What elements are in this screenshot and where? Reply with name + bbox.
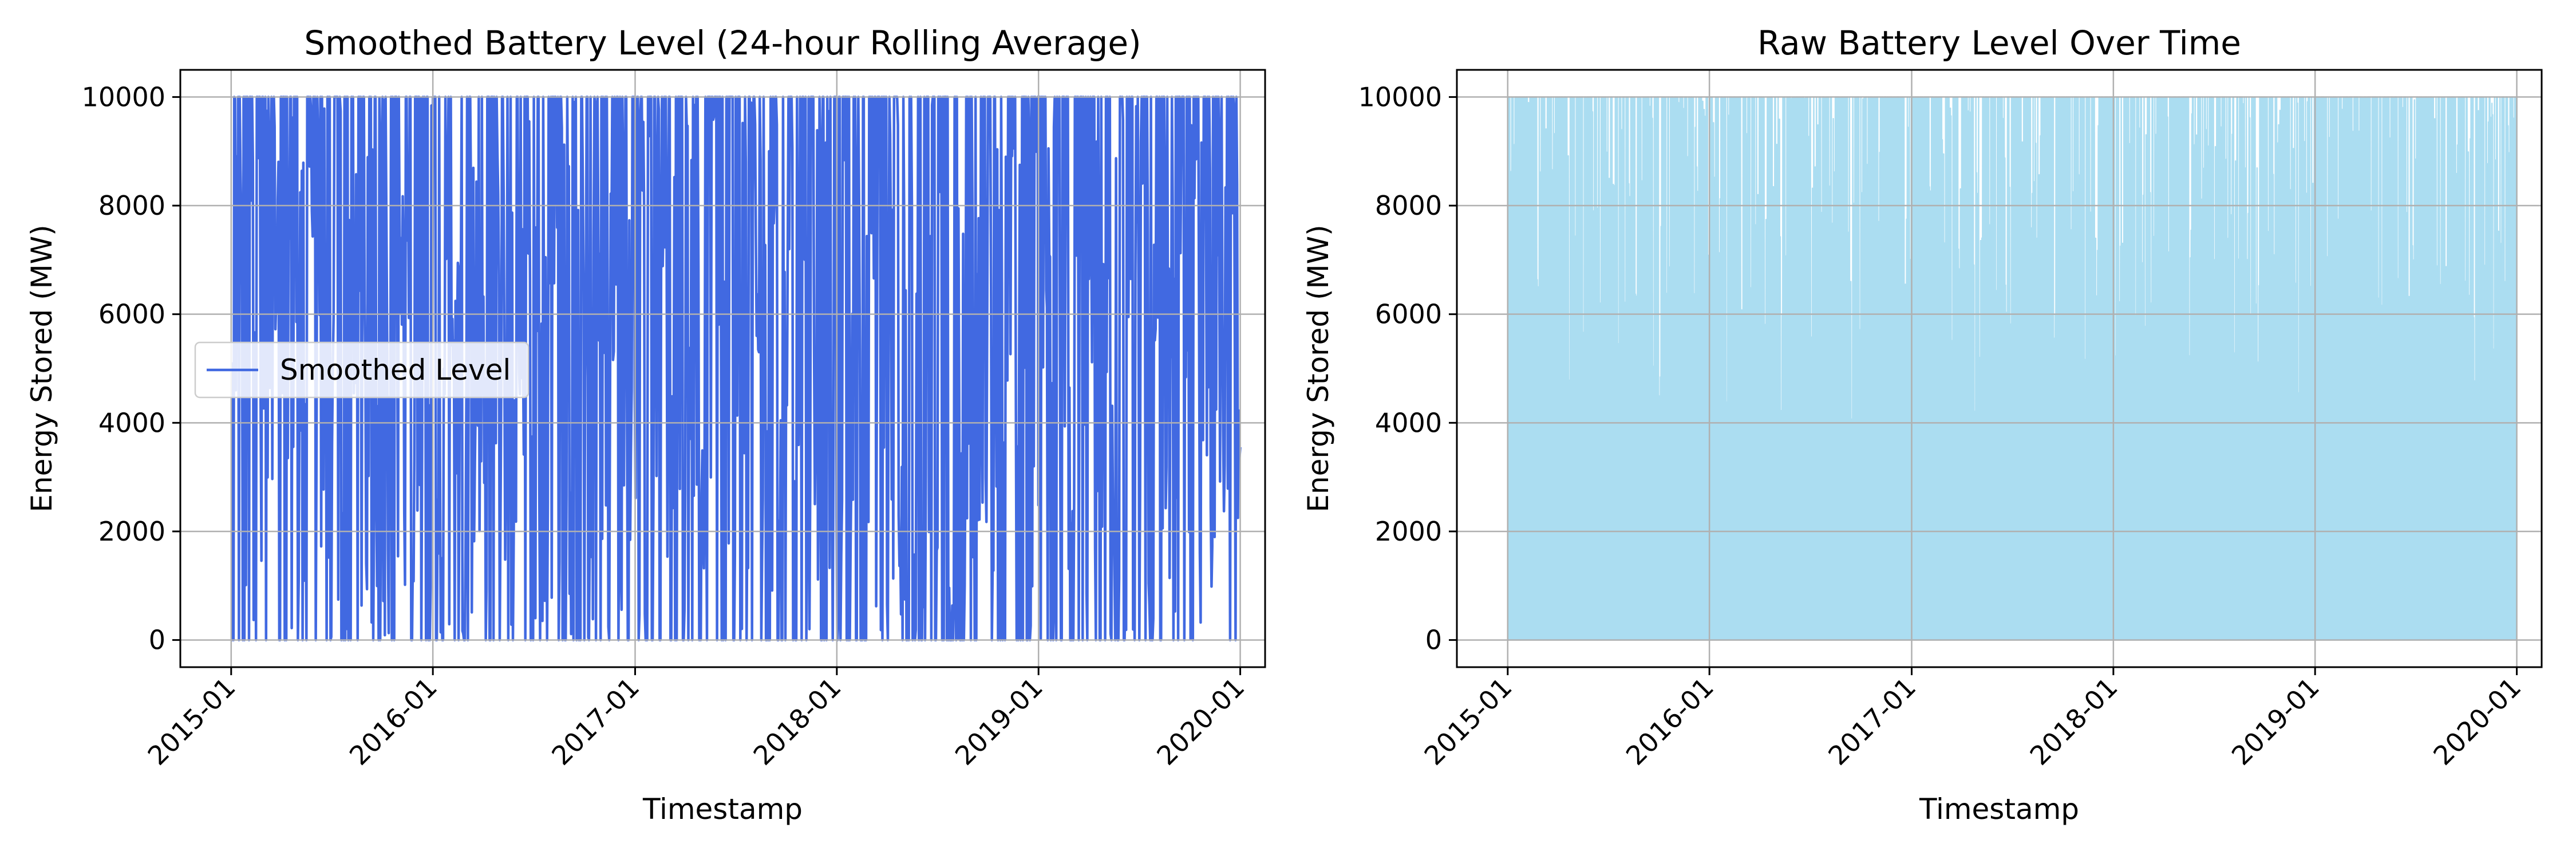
x-tick-label: 2017-01 <box>546 672 645 771</box>
chart-panel-1: 0 2000 4000 6000 8000 10000 2015-01 2016-01 2017… <box>25 23 1266 826</box>
x-axis-label: Timestamp <box>642 793 803 826</box>
y-axis-label: Energy Stored (MW) <box>25 224 58 512</box>
y-tick-label: 8000 <box>98 190 165 221</box>
x-tick-label: 2018-01 <box>748 672 847 771</box>
x-tick-label: 2020-01 <box>2427 672 2527 771</box>
y-tick-label: 4000 <box>1375 407 1442 438</box>
legend-label: Smoothed Level <box>280 353 511 387</box>
chart-panel-2: 0 2000 4000 6000 8000 10000 2015-01 2016-01 2017… <box>1302 23 2543 826</box>
y-axis-label: Energy Stored (MW) <box>1302 224 1335 512</box>
y-tick-label: 2000 <box>98 516 165 547</box>
y-tick-label: 0 <box>149 625 165 656</box>
x-tick-label: 2020-01 <box>1151 672 1250 771</box>
x-tick-label: 2016-01 <box>1620 672 1720 771</box>
y-tick-label: 0 <box>1425 625 1442 656</box>
series-line-2 <box>1507 96 2518 641</box>
y-tick-label: 10000 <box>1358 81 1442 112</box>
x-tick-label: 2015-01 <box>141 672 241 771</box>
x-tick-label: 2015-01 <box>1418 672 1518 771</box>
chart-title: Raw Battery Level Over Time <box>1757 23 2241 62</box>
y-tick-label: 6000 <box>98 299 165 330</box>
plot-frame <box>1456 69 2543 668</box>
chart-title: Smoothed Battery Level (24-hour Rolling … <box>304 23 1141 62</box>
x-tick-label: 2019-01 <box>2226 672 2325 771</box>
x-tick-label: 2016-01 <box>343 672 443 771</box>
y-tick-label: 10000 <box>82 81 165 112</box>
legend-box <box>194 341 530 399</box>
plot-frame <box>179 69 1266 668</box>
legend: Smoothed Level <box>194 341 530 399</box>
x-axis-label: Timestamp <box>1919 793 2079 826</box>
x-tick-label: 2019-01 <box>949 672 1049 771</box>
y-tick-label: 8000 <box>1375 190 1442 221</box>
y-tick-label: 6000 <box>1375 299 1442 330</box>
y-tick-label: 4000 <box>98 407 165 438</box>
x-tick-label: 2017-01 <box>1822 672 1922 771</box>
y-tick-label: 2000 <box>1375 516 1442 547</box>
x-tick-label: 2018-01 <box>2024 672 2124 771</box>
